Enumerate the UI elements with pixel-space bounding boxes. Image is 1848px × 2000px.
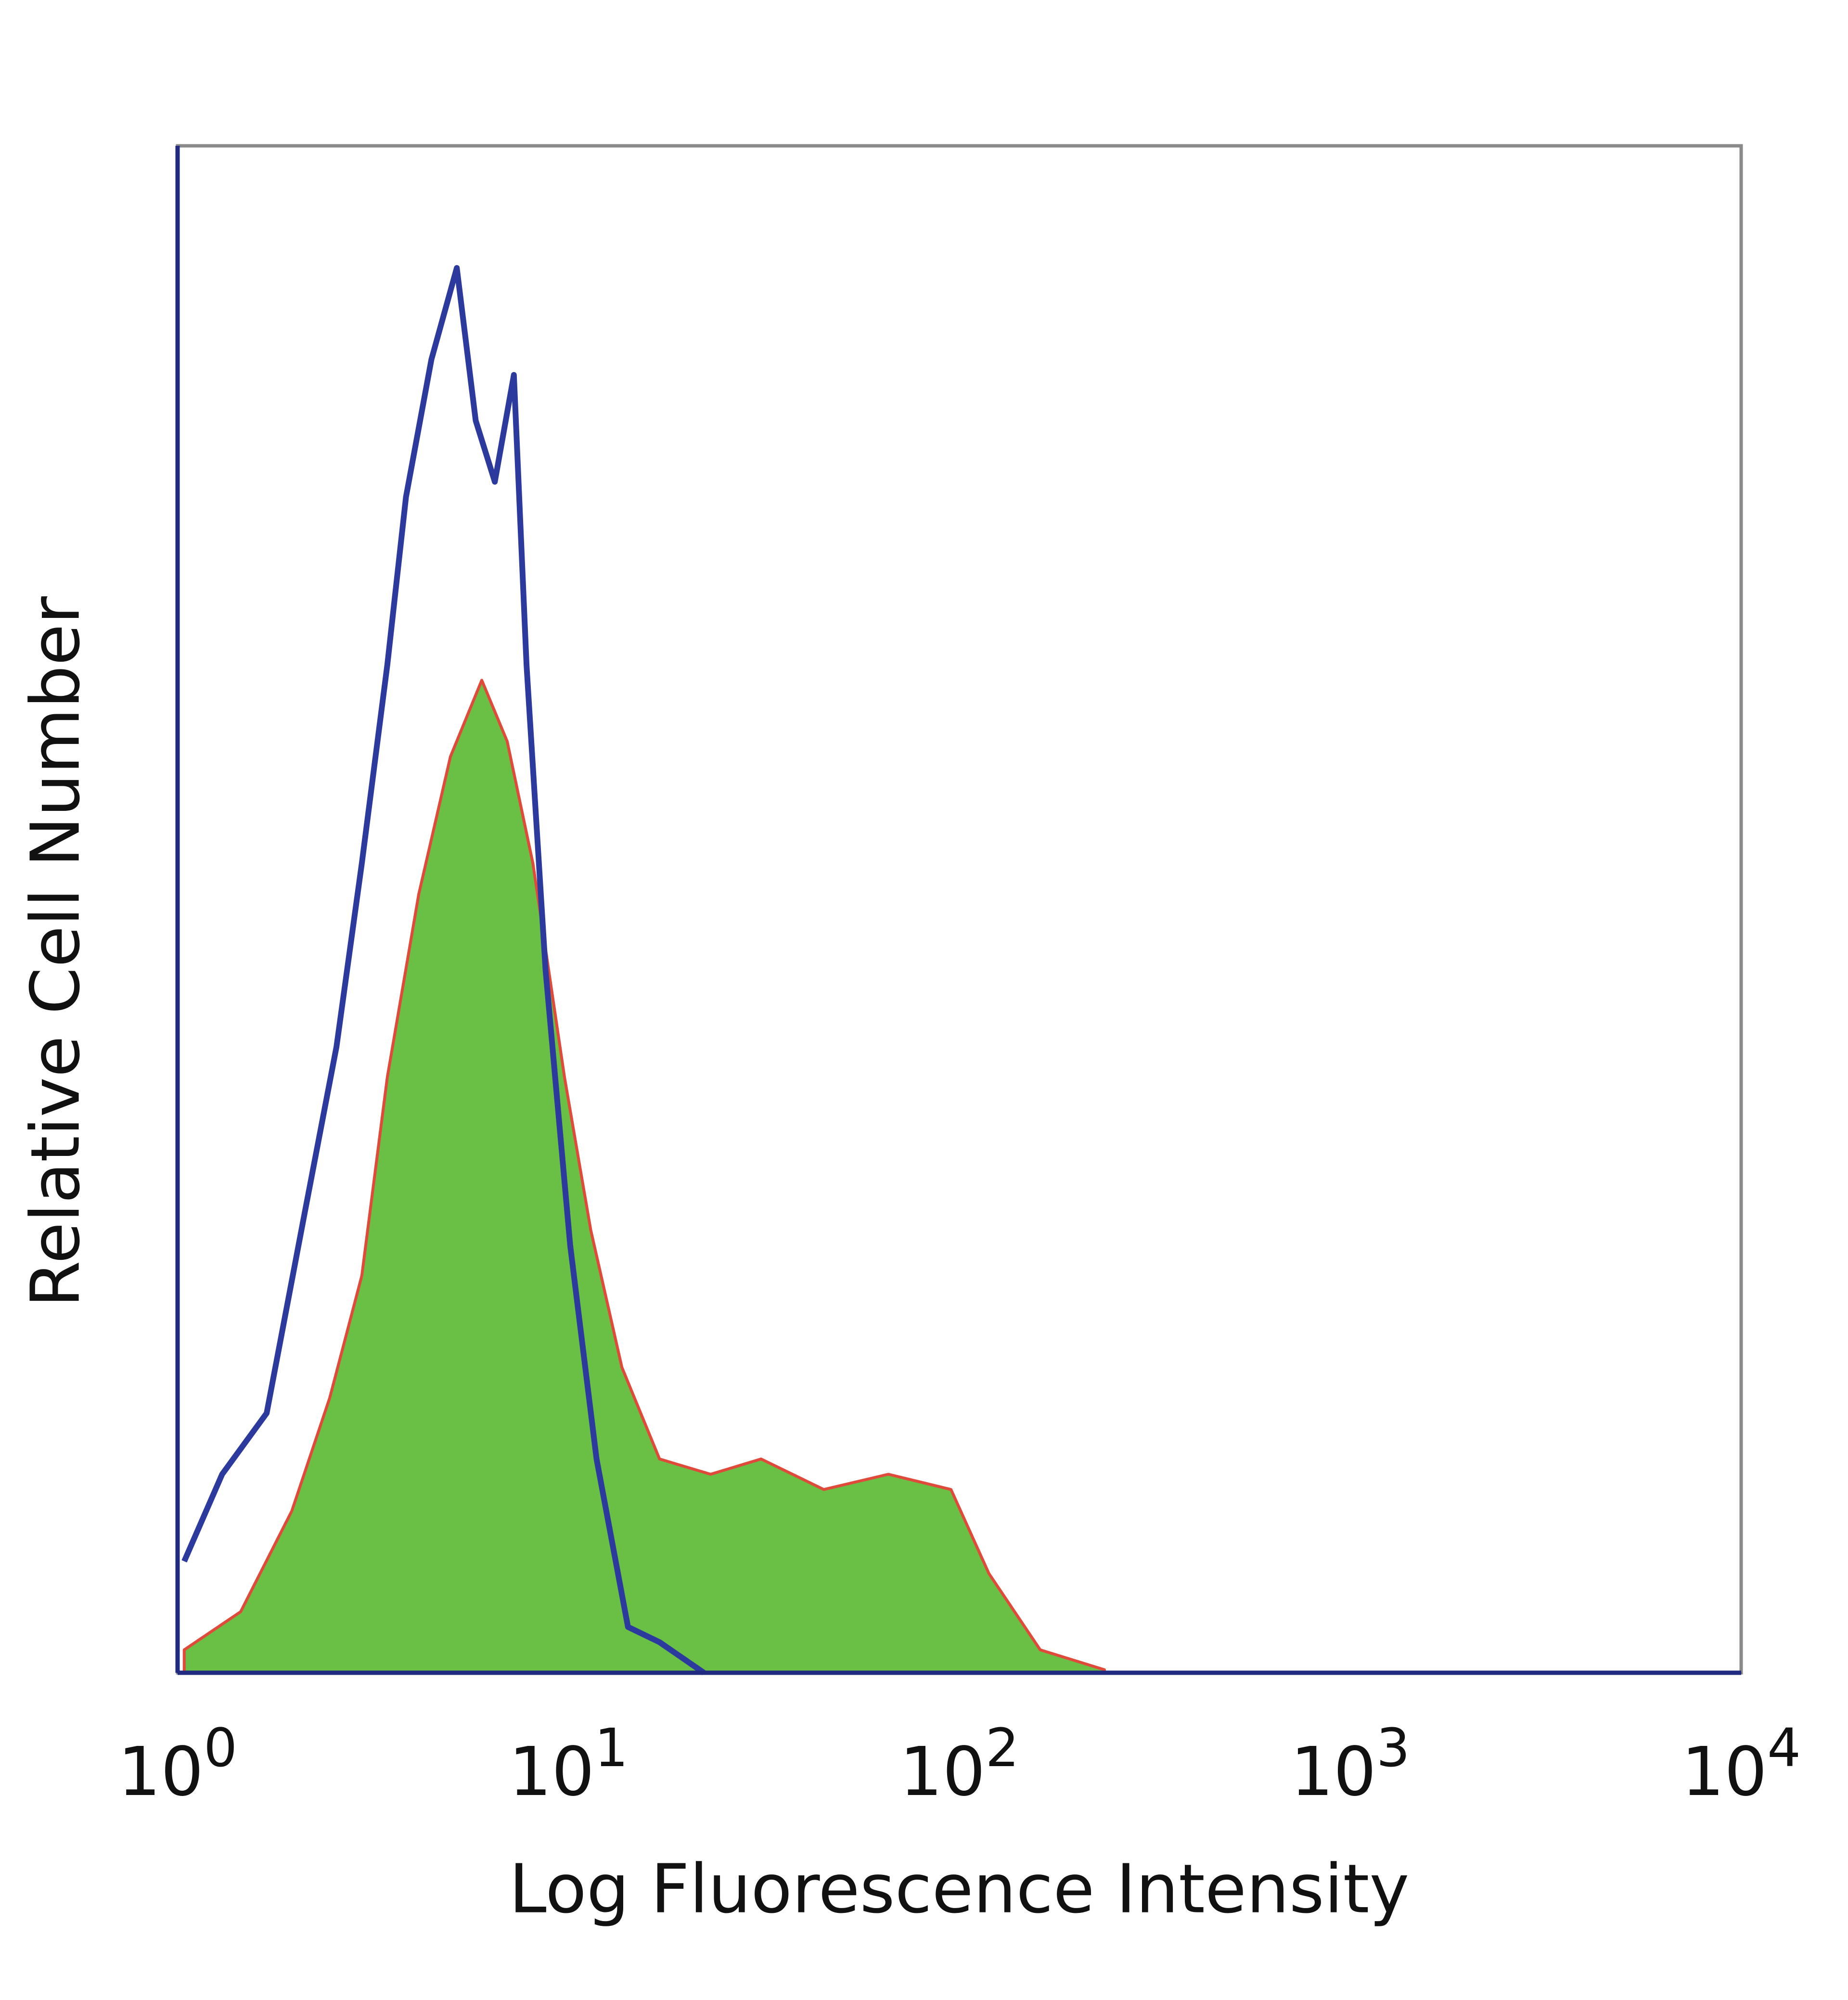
x-tick-base: 10 — [1681, 1733, 1767, 1811]
x-tick-label: 101 — [509, 1717, 628, 1811]
x-tick-base: 10 — [509, 1733, 594, 1811]
x-tick-label: 100 — [118, 1717, 237, 1811]
x-tick-exponent: 2 — [986, 1717, 1019, 1779]
x-tick-exponent: 0 — [204, 1717, 237, 1779]
histogram-area — [182, 679, 1106, 1674]
x-tick-label: 103 — [1291, 1717, 1410, 1811]
x-tick-exponent: 1 — [594, 1717, 628, 1779]
x-tick-base: 10 — [899, 1733, 985, 1811]
y-axis-label: Relative Cell Number — [17, 596, 95, 1308]
x-tick-exponent: 3 — [1376, 1717, 1410, 1779]
x-tick-base: 10 — [1291, 1733, 1376, 1811]
histogram-line — [181, 265, 706, 1675]
x-tick-label: 102 — [899, 1717, 1019, 1811]
x-tick-exponent: 4 — [1767, 1717, 1801, 1779]
x-tick-label: 104 — [1681, 1717, 1801, 1811]
x-axis-label: Log Fluorescence Intensity — [509, 1850, 1410, 1929]
x-tick-base: 10 — [118, 1733, 204, 1811]
